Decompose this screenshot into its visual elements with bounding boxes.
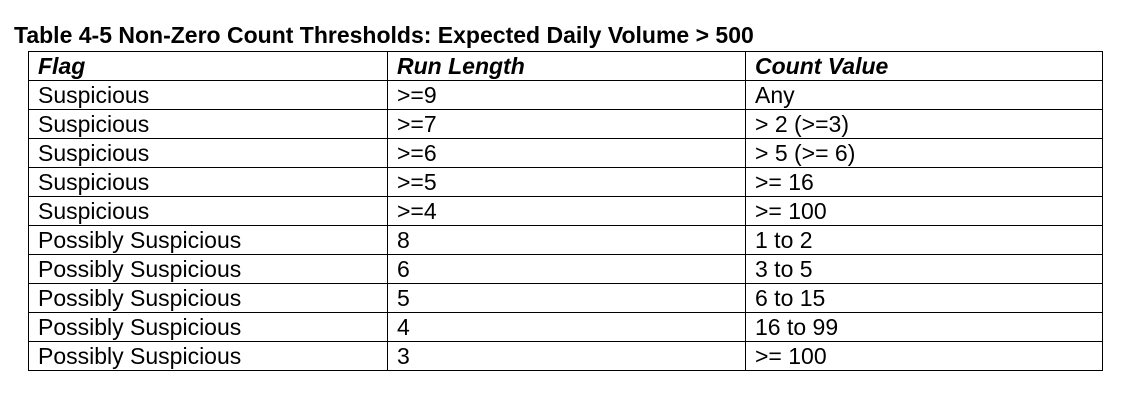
column-header-count-value: Count Value	[745, 51, 1103, 81]
count-value-cell: 16 to 99	[745, 312, 1103, 342]
table-row: Possibly Suspicious 8 1 to 2	[28, 225, 1103, 255]
table-title: Table 4-5 Non-Zero Count Thresholds: Exp…	[14, 22, 754, 48]
flag-cell: Suspicious	[28, 80, 388, 110]
flag-cell: Possibly Suspicious	[28, 254, 388, 284]
run-length-cell: 4	[387, 312, 746, 342]
count-value-cell: >= 16	[745, 167, 1103, 197]
run-length-cell: 3	[387, 341, 746, 371]
flag-cell: Suspicious	[28, 138, 388, 168]
flag-cell: Suspicious	[28, 109, 388, 139]
flag-cell: Possibly Suspicious	[28, 283, 388, 313]
run-length-cell: 5	[387, 283, 746, 313]
count-value-cell: Any	[745, 80, 1103, 110]
run-length-cell: >=5	[387, 167, 746, 197]
flag-cell: Possibly Suspicious	[28, 225, 388, 255]
table-row: Suspicious >=5 >= 16	[28, 167, 1103, 197]
column-header-flag: Flag	[28, 51, 388, 81]
count-value-cell: 3 to 5	[745, 254, 1103, 284]
count-value-cell: >= 100	[745, 341, 1103, 371]
table-row: Suspicious >=4 >= 100	[28, 196, 1103, 226]
table-row: Possibly Suspicious 3 >= 100	[28, 341, 1103, 371]
count-value-cell: 6 to 15	[745, 283, 1103, 313]
table-header-row: Flag Run Length Count Value	[28, 51, 1103, 81]
run-length-cell: 6	[387, 254, 746, 284]
count-value-cell: >= 100	[745, 196, 1103, 226]
count-value-cell: > 5 (>= 6)	[745, 138, 1103, 168]
run-length-cell: >=4	[387, 196, 746, 226]
table-row: Possibly Suspicious 4 16 to 99	[28, 312, 1103, 342]
table-row: Suspicious >=9 Any	[28, 80, 1103, 110]
run-length-cell: >=9	[387, 80, 746, 110]
table-row: Possibly Suspicious 5 6 to 15	[28, 283, 1103, 313]
flag-cell: Possibly Suspicious	[28, 312, 388, 342]
flag-cell: Suspicious	[28, 196, 388, 226]
thresholds-table: Flag Run Length Count Value Suspicious >…	[28, 51, 1103, 371]
table-row: Suspicious >=7 > 2 (>=3)	[28, 109, 1103, 139]
flag-cell: Suspicious	[28, 167, 388, 197]
count-value-cell: 1 to 2	[745, 225, 1103, 255]
column-header-run-length: Run Length	[387, 51, 746, 81]
flag-cell: Possibly Suspicious	[28, 341, 388, 371]
run-length-cell: >=6	[387, 138, 746, 168]
table-row: Possibly Suspicious 6 3 to 5	[28, 254, 1103, 284]
run-length-cell: 8	[387, 225, 746, 255]
run-length-cell: >=7	[387, 109, 746, 139]
table-row: Suspicious >=6 > 5 (>= 6)	[28, 138, 1103, 168]
count-value-cell: > 2 (>=3)	[745, 109, 1103, 139]
